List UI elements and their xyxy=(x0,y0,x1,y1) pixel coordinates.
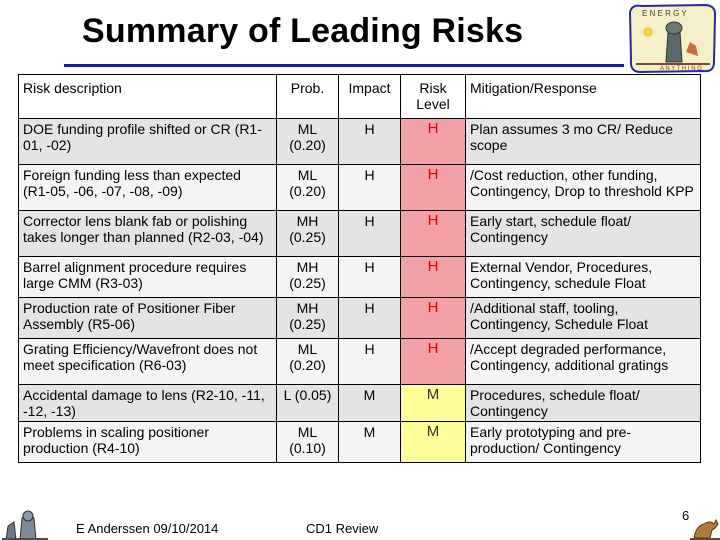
risk-impact: H xyxy=(338,256,401,298)
risk-probability: MH (0.25) xyxy=(276,210,339,257)
risk-impact: M xyxy=(338,421,401,463)
risk-impact: H xyxy=(338,118,401,165)
risk-impact: H xyxy=(338,210,401,257)
risk-probability: ML (0.20) xyxy=(276,164,339,211)
svg-text:A N Y T H I N G: A N Y T H I N G xyxy=(660,66,702,72)
risk-mitigation: Early start, schedule float/ Contingency xyxy=(465,210,701,257)
risk-probability: ML (0.10) xyxy=(276,421,339,463)
risk-impact: H xyxy=(338,338,401,385)
risk-table: Risk description Prob. Impact Risk Level… xyxy=(18,74,701,463)
risk-level-badge: M xyxy=(400,421,466,463)
risk-description: Foreign funding less than expected (R1-0… xyxy=(18,164,277,211)
table-row: Foreign funding less than expected (R1-0… xyxy=(18,164,701,211)
risk-mitigation: External Vendor, Procedures, Contingency… xyxy=(465,256,701,298)
footer-event: CD1 Review xyxy=(306,521,379,536)
title-divider xyxy=(64,64,624,67)
risk-probability: ML (0.20) xyxy=(276,338,339,385)
slide-title: Summary of Leading Risks xyxy=(82,12,524,50)
risk-mitigation: Plan assumes 3 mo CR/ Reduce scope xyxy=(465,118,701,165)
risk-probability: MH (0.25) xyxy=(276,256,339,298)
table-row: Barrel alignment procedure requires larg… xyxy=(18,256,701,298)
energy-logo-icon: E N E R G Y A N Y T H I N G xyxy=(628,3,717,74)
risk-probability: ML (0.20) xyxy=(276,118,339,165)
header-mitigation: Mitigation/Response xyxy=(465,74,701,119)
risk-description: Grating Efficiency/Wavefront does not me… xyxy=(18,338,277,385)
svg-text:E N E R G Y: E N E R G Y xyxy=(642,9,687,18)
table-header-row: Risk description Prob. Impact Risk Level… xyxy=(18,74,701,119)
table-row: DOE funding profile shifted or CR (R1-01… xyxy=(18,118,701,165)
risk-probability: L (0.05) xyxy=(276,384,339,422)
telescope-drawing-icon xyxy=(2,510,48,540)
risk-mitigation: Early prototyping and pre-production/ Co… xyxy=(465,421,701,463)
risk-probability: MH (0.25) xyxy=(276,297,339,339)
risk-description: Corrector lens blank fab or polishing ta… xyxy=(18,210,277,257)
risk-description: Accidental damage to lens (R2-10, -11, -… xyxy=(18,384,277,422)
page-number: 6 xyxy=(682,508,690,523)
header-probability: Prob. xyxy=(276,74,339,119)
risk-mitigation: /Cost reduction, other funding, Continge… xyxy=(465,164,701,211)
header-impact: Impact xyxy=(338,74,401,119)
table-row: Corrector lens blank fab or polishing ta… xyxy=(18,210,701,257)
risk-level-badge: H xyxy=(400,210,466,257)
risk-level-badge: H xyxy=(400,338,466,385)
table-row: Grating Efficiency/Wavefront does not me… xyxy=(18,338,701,385)
risk-level-badge: H xyxy=(400,256,466,298)
kangaroo-drawing-icon xyxy=(690,518,720,540)
risk-level-badge: H xyxy=(400,164,466,211)
table-row: Accidental damage to lens (R2-10, -11, -… xyxy=(18,384,701,422)
header-risk-description: Risk description xyxy=(18,74,277,119)
risk-level-badge: M xyxy=(400,384,466,422)
risk-description: DOE funding profile shifted or CR (R1-01… xyxy=(18,118,277,165)
risk-mitigation: Procedures, schedule float/ Contingency xyxy=(465,384,701,422)
risk-mitigation: /Additional staff, tooling, Contingency,… xyxy=(465,297,701,339)
risk-description: Production rate of Positioner Fiber Asse… xyxy=(18,297,277,339)
risk-level-badge: H xyxy=(400,297,466,339)
table-row: Production rate of Positioner Fiber Asse… xyxy=(18,297,701,339)
header-risk-level: Risk Level xyxy=(400,74,466,119)
risk-impact: H xyxy=(338,164,401,211)
risk-description: Barrel alignment procedure requires larg… xyxy=(18,256,277,298)
risk-mitigation: /Accept degraded performance, Contingenc… xyxy=(465,338,701,385)
risk-impact: M xyxy=(338,384,401,422)
risk-description: Problems in scaling positioner productio… xyxy=(18,421,277,463)
risk-impact: H xyxy=(338,297,401,339)
risk-level-badge: H xyxy=(400,118,466,165)
table-row: Problems in scaling positioner productio… xyxy=(18,421,701,463)
footer-author-date: E Anderssen 09/10/2014 xyxy=(76,521,219,536)
